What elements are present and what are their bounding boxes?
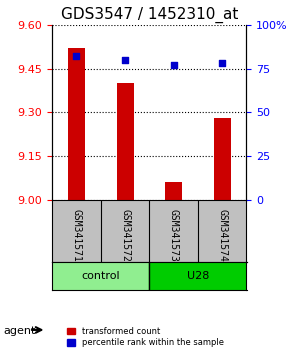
Point (220, 61, 224, 66)
Text: GSM341573: GSM341573 (169, 209, 179, 262)
Legend: transformed count, percentile rank within the sample: transformed count, percentile rank withi… (64, 324, 226, 350)
Title: GDS3547 / 1452310_at: GDS3547 / 1452310_at (61, 7, 238, 23)
Bar (52, 262, 149, 290)
Text: GSM341572: GSM341572 (120, 209, 130, 262)
Bar (214, 118, 231, 200)
Bar (117, 83, 134, 200)
Bar (149, 262, 246, 290)
Text: GSM341574: GSM341574 (217, 209, 227, 262)
Point (171, 62, 176, 68)
Text: GSM341571: GSM341571 (72, 209, 81, 262)
Bar (68, 48, 85, 200)
Text: agent: agent (3, 326, 35, 336)
Bar (165, 182, 182, 200)
Point (123, 57, 127, 63)
Point (74, 53, 79, 59)
Text: U28: U28 (187, 271, 209, 281)
Text: control: control (81, 271, 120, 281)
